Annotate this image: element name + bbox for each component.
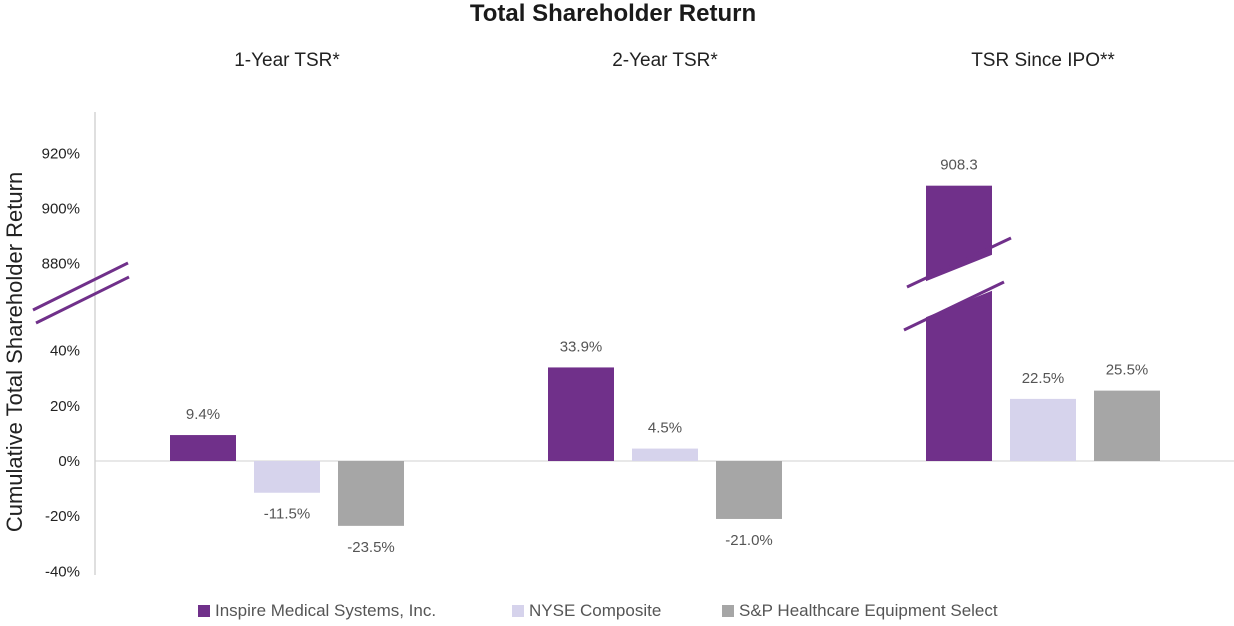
data-label: 22.5% xyxy=(1022,370,1065,387)
legend: Inspire Medical Systems, Inc. NYSE Compos… xyxy=(198,601,998,620)
legend-swatch xyxy=(198,605,210,617)
bar xyxy=(716,461,782,519)
y-tick-label: 920% xyxy=(42,146,80,163)
data-label: -21.0% xyxy=(725,532,773,549)
chart-title: Total Shareholder Return xyxy=(470,0,756,27)
data-label: -23.5% xyxy=(347,539,395,556)
data-label: -11.5% xyxy=(264,506,310,523)
legend-label: S&P Healthcare Equipment Select xyxy=(739,601,998,620)
bar xyxy=(1010,398,1076,461)
category-label: 1-Year TSR* xyxy=(234,50,340,71)
axis-layer: 40% 20% 0% -20% -40% 920% 900% 880% xyxy=(42,112,1234,580)
y-tick-label: 0% xyxy=(58,453,80,470)
bar xyxy=(1094,390,1160,461)
data-label: 4.5% xyxy=(648,420,682,437)
bar-break-line xyxy=(906,236,1012,289)
labels-layer: 1-Year TSR* 9.4% -11.5% -23.5% 2-Year TSR* 33… xyxy=(186,50,1148,556)
legend-swatch xyxy=(722,605,734,617)
category-label: 2-Year TSR* xyxy=(612,50,718,71)
bar-break-line xyxy=(903,280,1005,332)
legend-swatch xyxy=(512,605,524,617)
bars-layer xyxy=(170,185,1160,526)
y-tick-label: -20% xyxy=(45,508,80,525)
legend-label: Inspire Medical Systems, Inc. xyxy=(215,601,436,620)
bar-break-gap xyxy=(899,244,1019,328)
bar xyxy=(254,461,320,493)
category-label: TSR Since IPO** xyxy=(971,50,1115,71)
data-label: 908.3 xyxy=(940,157,978,174)
bar xyxy=(926,185,992,462)
y-tick-label: 900% xyxy=(42,201,80,218)
axis-break-line xyxy=(35,275,130,325)
y-tick-label: 40% xyxy=(50,343,80,360)
y-axis-label: Cumulative Total Shareholder Return xyxy=(2,172,27,532)
data-label: 9.4% xyxy=(186,406,220,423)
y-tick-label: -40% xyxy=(45,563,80,580)
data-label: 25.5% xyxy=(1106,362,1149,379)
bar xyxy=(632,448,698,461)
axis-break-marks xyxy=(32,236,1019,332)
bar xyxy=(548,367,614,461)
legend-label: NYSE Composite xyxy=(529,601,661,620)
bar xyxy=(338,461,404,526)
y-tick-label: 880% xyxy=(42,256,80,273)
data-label: 33.9% xyxy=(560,338,603,355)
axis-break-line xyxy=(32,261,129,312)
y-tick-label: 20% xyxy=(50,398,80,415)
bar xyxy=(170,435,236,461)
